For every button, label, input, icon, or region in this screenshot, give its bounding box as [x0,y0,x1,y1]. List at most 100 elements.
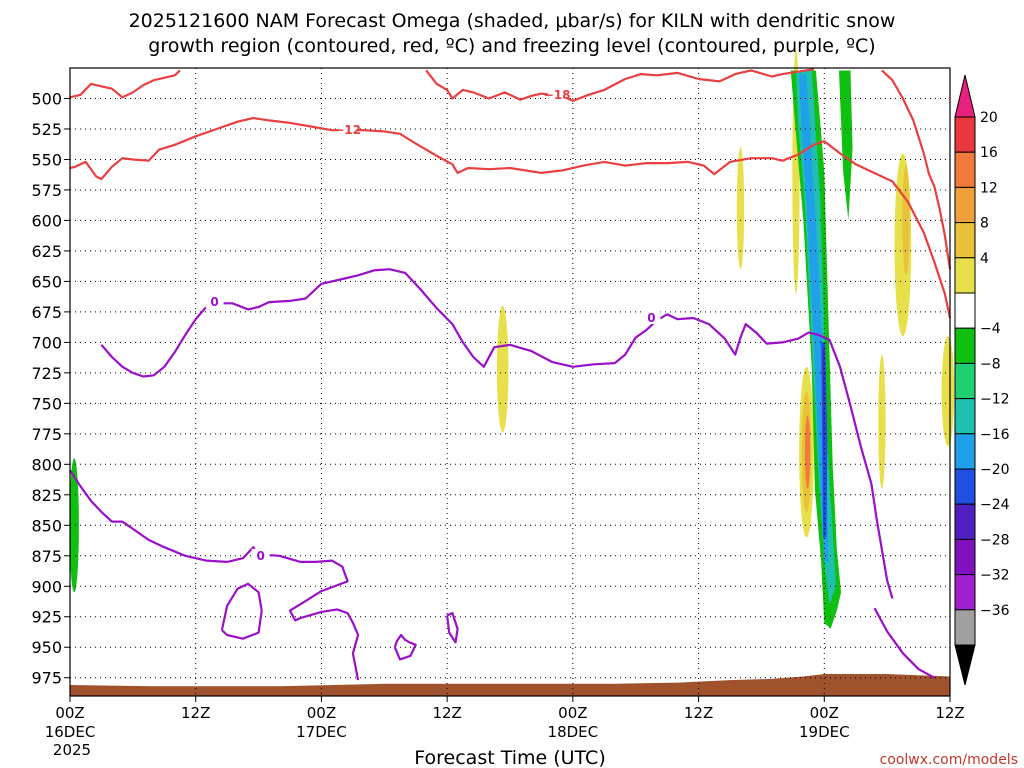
x-tick-date: 16DEC [45,723,96,741]
colorbar-segment [954,468,976,505]
x-tick-date: 18DEC [548,723,599,741]
y-tick-label: 575 [31,181,62,200]
contour-closed [873,607,935,679]
x-tick-label: 00Z [55,704,84,722]
colorbar-segment [954,327,976,364]
colorbar-label: −28 [980,532,1010,548]
omega-blob-green [69,458,79,593]
contour-label-bg [251,548,270,562]
y-axis-ticks: 500 525 550 575 600 625 650 675 700 725 750 775 800 8… [31,89,70,688]
y-tick-label: 500 [31,89,62,108]
y-tick-label: 550 [31,150,62,169]
colorbar-label: −12 [980,392,1010,408]
x-tick-date: 19DEC [799,723,850,741]
colorbar-label: 8 [980,216,989,232]
colorbar-label: 4 [980,251,989,267]
omega-column-blue [799,74,829,562]
contour-label-bg [205,295,224,309]
contour--18 [425,68,814,102]
x-tick-label: 12Z [432,704,461,722]
y-tick-label: 650 [31,272,62,291]
contour--18 [881,69,952,270]
colorbar-segment [954,151,976,188]
contour--12 [69,116,952,319]
contour-label: 0 [647,311,655,325]
year-label: 2025 [53,741,91,759]
grid-lines [69,68,951,696]
colorbar-label: −4 [980,321,1001,337]
colorbar-segment [954,116,976,153]
colorbar-segment [954,538,976,576]
y-tick-label: 900 [31,577,62,596]
colorbar-segment [954,609,976,646]
x-tick-label: 12Z [935,704,964,722]
y-tick-label: 800 [31,455,62,474]
y-tick-label: 975 [31,669,62,688]
y-tick-label: 625 [31,242,62,261]
x-tick-label: 00Z [558,704,587,722]
contour--18 [69,69,181,99]
colorbar-top-arrow [954,74,976,118]
colorbar-label: −20 [980,462,1010,478]
terrain-fill [70,674,950,696]
colorbar-segment [954,222,976,259]
colorbar-label: −16 [980,427,1010,443]
omega-blob-yellow [941,336,955,447]
contour-closed [393,633,417,661]
x-tick-label: 00Z [810,704,839,722]
contour-label-bg [642,310,661,324]
x-tick-date: 17DEC [296,723,347,741]
omega-blob-yellow [736,147,745,270]
colorbar-label: −32 [980,568,1010,584]
y-tick-label: 925 [31,608,62,627]
terrain-surface [70,674,950,696]
x-tick-label: 12Z [684,704,713,722]
y-tick-label: 875 [31,547,62,566]
contour-label-bg [338,123,357,137]
omega-column-green [838,70,853,221]
y-tick-label: 700 [31,333,62,352]
y-tick-label: 675 [31,303,62,322]
y-tick-label: 750 [31,394,62,413]
chart-title-line2: growth region (contoured, red, ºC) and f… [148,35,875,57]
colorbar-segment [954,398,976,435]
colorbar-segment [954,362,976,400]
omega-blob-yellow [878,354,886,489]
colorbar-segment [954,433,976,470]
omega-blob-orange [902,165,910,276]
colorbar-label: −24 [980,497,1010,513]
chart-title-line1: 2025121600 NAM Forecast Omega (shaded, μ… [129,10,896,32]
colorbar-segment [954,292,976,329]
colorbar-segment [954,186,976,224]
x-axis-label: Forecast Time (UTC) [414,747,605,768]
omega-blob-orange [804,415,811,489]
colorbar-label: 16 [980,145,998,161]
y-tick-label: 850 [31,516,62,535]
contour-label: 0 [256,549,264,563]
y-tick-label: 725 [31,364,62,383]
colorbar: 20 16 12 8 4 −4 −8 −12 −16 −20 −24 −28 −32 −36 [954,74,1010,686]
colorbar-label: 20 [980,110,998,126]
omega-shading [69,49,955,629]
y-tick-label: 600 [31,211,62,230]
plot-frame [69,67,951,697]
contour-closed [220,582,263,640]
y-tick-label: 950 [31,638,62,657]
colorbar-segment [954,574,976,611]
y-tick-label: 775 [31,425,62,444]
colorbar-segment [954,503,976,540]
contour-label: 0 [210,295,218,309]
contour-label: −12 [334,123,361,137]
omega-blob-yellow [496,305,509,433]
x-tick-label: 12Z [181,704,210,722]
contour-0 [69,469,360,681]
contour-label: −18 [544,88,571,102]
y-tick-label: 825 [31,486,62,505]
colorbar-bottom-arrow [954,644,976,686]
colorbar-label: −8 [980,356,1001,372]
contour-closed [446,612,459,644]
colorbar-label: −36 [980,603,1010,619]
y-tick-label: 525 [31,120,62,139]
colorbar-segment [954,257,976,294]
